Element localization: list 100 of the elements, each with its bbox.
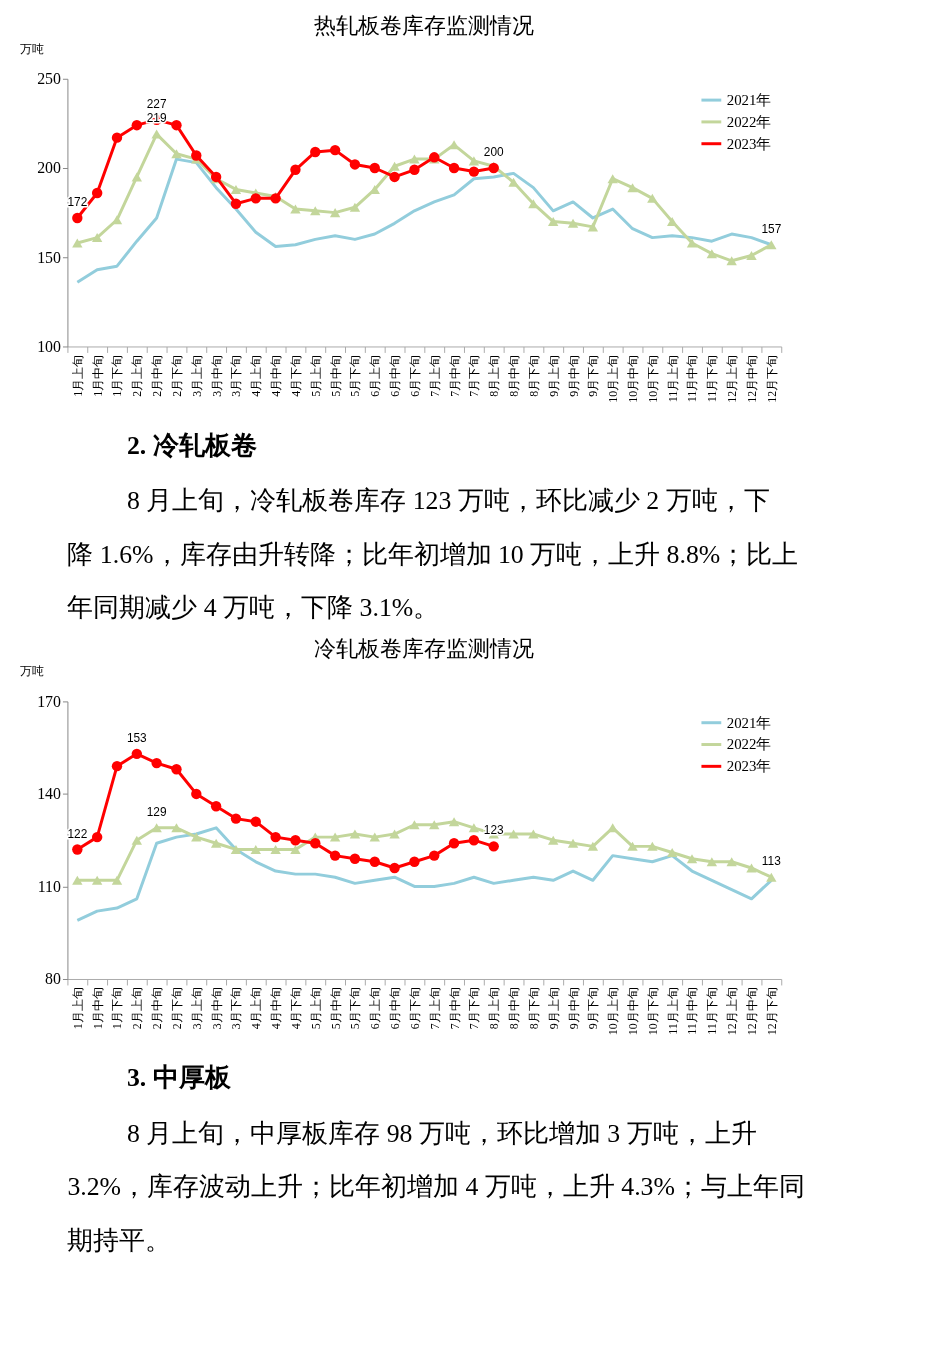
x-tick-label: 11月中旬 (685, 354, 700, 403)
point (587, 222, 599, 232)
x-tick-label: 7月中旬 (447, 987, 462, 1030)
y-tick-label: 200 (37, 159, 62, 177)
point (131, 748, 143, 760)
point (666, 217, 678, 227)
point (389, 862, 400, 874)
x-tick-label: 12月上旬 (725, 987, 740, 1036)
point (409, 154, 420, 164)
legend-label: 2022年 (726, 113, 772, 130)
point (349, 829, 361, 839)
point (706, 857, 718, 867)
point (647, 193, 658, 203)
point (726, 256, 737, 266)
point (409, 820, 420, 830)
x-tick-label: 5月下旬 (348, 354, 363, 397)
x-tick-label: 8月中旬 (507, 987, 522, 1030)
data-label: 123 (483, 823, 505, 838)
x-tick-label: 1月下旬 (110, 354, 125, 397)
point (151, 757, 162, 769)
point (131, 119, 143, 131)
point (310, 838, 321, 849)
x-tick-label: 8月下旬 (526, 987, 541, 1030)
x-tick-label: 6月中旬 (388, 354, 403, 397)
point (171, 764, 182, 775)
x-tick-label: 5月上旬 (308, 987, 323, 1030)
point (389, 161, 400, 171)
data-label: 172 (67, 195, 88, 210)
point (468, 156, 480, 166)
text: 2. 冷轧板卷 (126, 430, 257, 460)
point (448, 162, 460, 174)
x-tick-label: 12月上旬 (725, 354, 740, 403)
point (607, 174, 618, 184)
x-tick-label: 9月中旬 (566, 354, 581, 397)
point (72, 212, 83, 224)
x-tick-label: 7月上旬 (427, 987, 442, 1030)
data-label: 157 (761, 221, 782, 236)
x-tick-label: 6月下旬 (407, 987, 422, 1030)
x-tick-label: 5月中旬 (328, 354, 343, 397)
x-tick-label: 9月下旬 (586, 354, 601, 397)
legend-label: 2021年 (726, 92, 772, 109)
x-tick-label: 4月下旬 (288, 354, 303, 397)
x-tick-label: 2月上旬 (130, 354, 145, 397)
y-axis-title: 万吨 (20, 664, 45, 679)
point (171, 149, 182, 159)
point (528, 829, 539, 839)
x-tick-label: 1月中旬 (90, 987, 105, 1030)
point (349, 853, 361, 864)
point (409, 856, 420, 867)
x-tick-label: 3月上旬 (189, 987, 204, 1030)
x-tick-label: 3月下旬 (229, 354, 244, 397)
x-tick-label: 9月中旬 (566, 987, 581, 1030)
x-tick-label: 12月下旬 (764, 354, 779, 403)
point (250, 193, 261, 204)
x-tick-label: 9月上旬 (546, 987, 561, 1030)
point (349, 202, 361, 212)
legend-label: 2022年 (726, 736, 772, 753)
point (290, 164, 301, 175)
point (746, 250, 757, 260)
point (409, 164, 420, 175)
x-tick-label: 4月上旬 (249, 987, 264, 1030)
point (706, 249, 718, 259)
point (250, 844, 261, 854)
data-label: 122 (67, 826, 88, 841)
point (72, 844, 83, 855)
point (686, 854, 698, 864)
text: 8 月上旬，冷轧板卷库存 123 万吨，环比减少 2 万吨，下降 1.6%，库存由升转降；比年初增加 10 万吨，上升 8.8%；比上年同期减少 4 万吨，下降 3.1%。 (67, 486, 799, 623)
point (468, 166, 480, 177)
point (468, 835, 480, 846)
x-tick-label: 5月下旬 (348, 987, 363, 1030)
point (548, 835, 559, 845)
point (250, 816, 261, 827)
point (468, 823, 480, 833)
point (627, 841, 638, 851)
point (151, 129, 162, 139)
x-tick-label: 4月上旬 (249, 354, 264, 397)
point (508, 177, 519, 187)
point (389, 829, 400, 839)
point (329, 850, 341, 861)
y-tick-label: 250 (37, 70, 62, 88)
point (766, 240, 777, 250)
point (111, 132, 123, 143)
point (210, 838, 222, 848)
point (310, 206, 321, 216)
x-tick-label: 11月中旬 (685, 987, 700, 1035)
point (369, 832, 380, 842)
point (448, 838, 460, 849)
point (230, 198, 242, 209)
point (488, 841, 499, 852)
x-tick-label: 10月上旬 (606, 987, 621, 1036)
x-tick-label: 11月下旬 (705, 354, 720, 403)
x-tick-label: 7月中旬 (447, 354, 462, 397)
x-tick-label: 1月下旬 (110, 987, 125, 1030)
point (290, 835, 301, 846)
point (389, 171, 400, 183)
point (191, 788, 202, 800)
x-tick-label: 10月中旬 (625, 354, 640, 403)
legend-label: 2021年 (726, 714, 772, 731)
point (230, 844, 242, 854)
x-tick-label: 7月上旬 (427, 354, 442, 397)
